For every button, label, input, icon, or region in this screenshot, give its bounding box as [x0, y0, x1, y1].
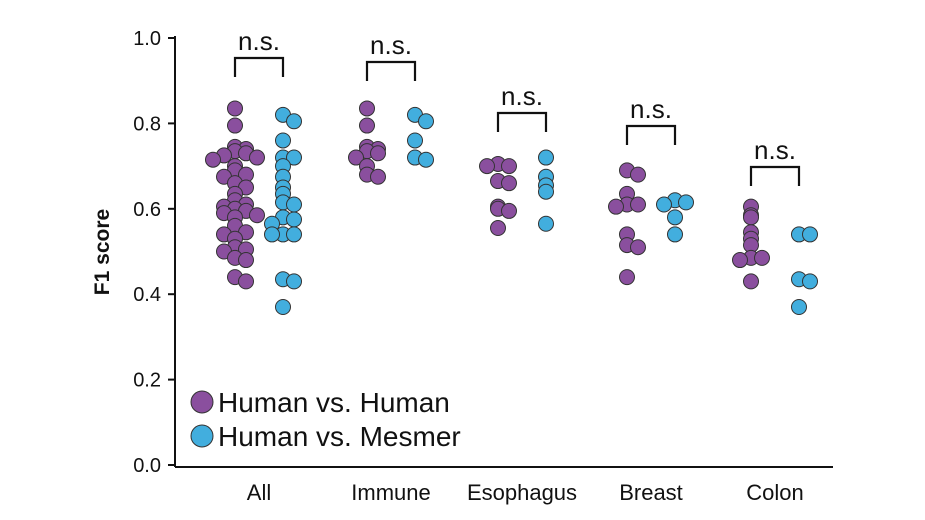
data-point: [238, 252, 254, 269]
data-point: [286, 211, 302, 228]
data-point: [227, 100, 243, 117]
significance-bracket: [233, 56, 285, 77]
data-point: [286, 196, 302, 213]
x-category-label: Breast: [619, 480, 683, 505]
data-point: [264, 226, 280, 243]
y-axis-title: F1 score: [91, 209, 114, 295]
data-point: [286, 149, 302, 166]
significance-annotations: n.s. n.s. n.s. n.s. n.s.: [233, 26, 801, 186]
y-tick-label: 0.6: [133, 199, 161, 221]
data-point: [754, 249, 770, 266]
data-point: [619, 269, 635, 286]
legend-label: Human vs. Mesmer: [218, 421, 461, 452]
legend-label: Human vs. Human: [218, 387, 450, 418]
data-point: [608, 198, 624, 215]
data-point: [249, 207, 265, 224]
data-point: [667, 209, 683, 226]
x-ticks: All Immune Esophagus Breast Colon: [247, 480, 804, 505]
x-category-label: Immune: [351, 480, 430, 505]
data-points: [205, 100, 818, 316]
data-point: [538, 183, 554, 200]
x-category-label: Colon: [746, 480, 803, 505]
data-point: [275, 299, 291, 316]
data-point: [407, 132, 423, 149]
legend-marker: [190, 424, 214, 448]
data-point: [249, 149, 265, 166]
significance-label: n.s.: [630, 94, 672, 124]
data-point: [227, 117, 243, 134]
data-point: [802, 226, 818, 243]
significance-bracket: [749, 165, 801, 186]
data-point: [791, 299, 807, 316]
data-point: [479, 158, 495, 175]
y-tick-label: 1.0: [133, 28, 161, 50]
data-point: [418, 151, 434, 168]
data-point: [630, 166, 646, 183]
data-point: [743, 209, 759, 226]
y-tick-label: 0.2: [133, 370, 161, 392]
y-ticks: 0.0 0.2 0.4 0.6 0.8 1.0: [133, 28, 175, 477]
significance-bracket: [365, 60, 417, 81]
significance-bracket: [496, 111, 548, 132]
data-point: [370, 145, 386, 162]
data-point: [286, 273, 302, 290]
data-point: [348, 149, 364, 166]
data-point: [630, 239, 646, 256]
data-point: [275, 132, 291, 149]
data-point: [238, 273, 254, 290]
data-point: [501, 202, 517, 219]
data-point: [370, 168, 386, 185]
significance-bracket: [625, 124, 677, 145]
data-point: [630, 196, 646, 213]
data-point: [418, 113, 434, 130]
data-point: [656, 196, 672, 213]
significance-label: n.s.: [370, 30, 412, 60]
data-point: [538, 149, 554, 166]
significance-label: n.s.: [501, 81, 543, 111]
y-tick-label: 0.8: [133, 113, 161, 135]
legend-marker: [190, 390, 214, 414]
significance-label: n.s.: [754, 135, 796, 165]
data-point: [359, 117, 375, 134]
data-point: [501, 175, 517, 192]
significance-label: n.s.: [238, 26, 280, 56]
data-point: [501, 158, 517, 175]
y-tick-label: 0.0: [133, 455, 161, 477]
data-point: [286, 226, 302, 243]
data-point: [743, 273, 759, 290]
x-category-label: Esophagus: [467, 480, 577, 505]
data-point: [205, 151, 221, 168]
data-point: [667, 226, 683, 243]
data-point: [286, 113, 302, 130]
data-point: [359, 100, 375, 117]
y-tick-label: 0.4: [133, 284, 161, 306]
data-point: [678, 194, 694, 211]
data-point: [538, 215, 554, 232]
data-point: [802, 273, 818, 290]
data-point: [490, 220, 506, 237]
data-point: [732, 252, 748, 269]
x-category-label: All: [247, 480, 271, 505]
